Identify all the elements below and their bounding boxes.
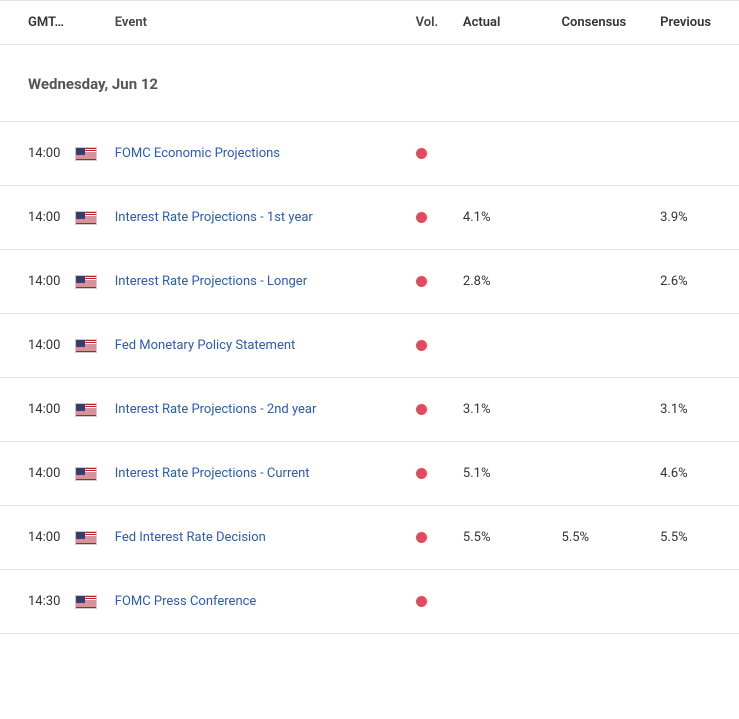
cell-vol xyxy=(416,532,463,543)
cell-event: Interest Rate Projections - Current xyxy=(115,466,416,481)
event-link[interactable]: Interest Rate Projections - 2nd year xyxy=(115,402,317,417)
cell-time: 14:00 xyxy=(28,530,75,545)
header-vol: Vol. xyxy=(416,15,463,30)
cell-event: Interest Rate Projections - 2nd year xyxy=(115,402,416,417)
event-link[interactable]: Fed Interest Rate Decision xyxy=(115,530,266,545)
cell-actual: 2.8% xyxy=(463,274,562,289)
date-group-header: Wednesday, Jun 12 xyxy=(0,45,739,122)
cell-actual: 4.1% xyxy=(463,210,562,225)
cell-time: 14:00 xyxy=(28,402,75,417)
us-flag-icon xyxy=(75,275,97,289)
volatility-high-icon xyxy=(416,212,427,223)
header-previous: Previous xyxy=(660,15,739,30)
economic-calendar-table: GMT… Event Vol. Actual Consensus Previou… xyxy=(0,0,739,634)
cell-flag xyxy=(75,339,114,353)
cell-vol xyxy=(416,404,463,415)
cell-time: 14:00 xyxy=(28,466,75,481)
header-actual: Actual xyxy=(463,15,562,30)
cell-previous: 3.1% xyxy=(660,402,739,417)
cell-previous: 2.6% xyxy=(660,274,739,289)
us-flag-icon xyxy=(75,147,97,161)
table-header-row: GMT… Event Vol. Actual Consensus Previou… xyxy=(0,0,739,45)
cell-vol xyxy=(416,148,463,159)
event-link[interactable]: Interest Rate Projections - Current xyxy=(115,466,310,481)
event-link[interactable]: Interest Rate Projections - 1st year xyxy=(115,210,313,225)
cell-vol xyxy=(416,276,463,287)
event-link[interactable]: FOMC Press Conference xyxy=(115,594,257,609)
cell-time: 14:00 xyxy=(28,338,75,353)
volatility-high-icon xyxy=(416,148,427,159)
rows-container: 14:00 FOMC Economic Projections 14:00 Inter… xyxy=(0,122,739,634)
volatility-high-icon xyxy=(416,340,427,351)
table-row[interactable]: 14:00 Interest Rate Projections - Current… xyxy=(0,442,739,506)
event-link[interactable]: FOMC Economic Projections xyxy=(115,146,280,161)
cell-time: 14:30 xyxy=(28,594,75,609)
cell-event: Interest Rate Projections - 1st year xyxy=(115,210,416,225)
table-row[interactable]: 14:00 FOMC Economic Projections xyxy=(0,122,739,186)
cell-flag xyxy=(75,467,114,481)
cell-previous: 5.5% xyxy=(660,530,739,545)
cell-event: Fed Monetary Policy Statement xyxy=(115,338,416,353)
cell-vol xyxy=(416,340,463,351)
volatility-high-icon xyxy=(416,276,427,287)
volatility-high-icon xyxy=(416,404,427,415)
volatility-high-icon xyxy=(416,532,427,543)
cell-time: 14:00 xyxy=(28,210,75,225)
cell-event: FOMC Press Conference xyxy=(115,594,416,609)
cell-time: 14:00 xyxy=(28,274,75,289)
cell-flag xyxy=(75,531,114,545)
cell-previous: 4.6% xyxy=(660,466,739,481)
cell-flag xyxy=(75,595,114,609)
table-row[interactable]: 14:00 Fed Monetary Policy Statement xyxy=(0,314,739,378)
event-link[interactable]: Fed Monetary Policy Statement xyxy=(115,338,296,353)
cell-event: Interest Rate Projections - Longer xyxy=(115,274,416,289)
cell-actual: 3.1% xyxy=(463,402,562,417)
cell-consensus: 5.5% xyxy=(562,530,661,545)
cell-vol xyxy=(416,596,463,607)
cell-vol xyxy=(416,212,463,223)
table-row[interactable]: 14:00 Interest Rate Projections - 1st yea… xyxy=(0,186,739,250)
cell-previous: 3.9% xyxy=(660,210,739,225)
cell-flag xyxy=(75,147,114,161)
volatility-high-icon xyxy=(416,596,427,607)
cell-flag xyxy=(75,211,114,225)
us-flag-icon xyxy=(75,595,97,609)
event-link[interactable]: Interest Rate Projections - Longer xyxy=(115,274,307,289)
us-flag-icon xyxy=(75,403,97,417)
cell-flag xyxy=(75,275,114,289)
table-row[interactable]: 14:30 FOMC Press Conference xyxy=(0,570,739,634)
cell-actual: 5.5% xyxy=(463,530,562,545)
us-flag-icon xyxy=(75,339,97,353)
us-flag-icon xyxy=(75,211,97,225)
table-row[interactable]: 14:00 Interest Rate Projections - Longer 2… xyxy=(0,250,739,314)
cell-flag xyxy=(75,403,114,417)
header-consensus: Consensus xyxy=(562,15,661,30)
table-row[interactable]: 14:00Fed Interest Rate Decision5.5%5.5%5… xyxy=(0,506,739,570)
cell-actual: 5.1% xyxy=(463,466,562,481)
cell-event: Fed Interest Rate Decision xyxy=(115,530,416,545)
volatility-high-icon xyxy=(416,468,427,479)
cell-event: FOMC Economic Projections xyxy=(115,146,416,161)
us-flag-icon xyxy=(75,531,97,545)
header-time: GMT… xyxy=(28,15,75,30)
header-event: Event xyxy=(115,15,416,30)
cell-vol xyxy=(416,468,463,479)
table-row[interactable]: 14:00 Interest Rate Projections - 2nd yea… xyxy=(0,378,739,442)
cell-time: 14:00 xyxy=(28,146,75,161)
us-flag-icon xyxy=(75,467,97,481)
